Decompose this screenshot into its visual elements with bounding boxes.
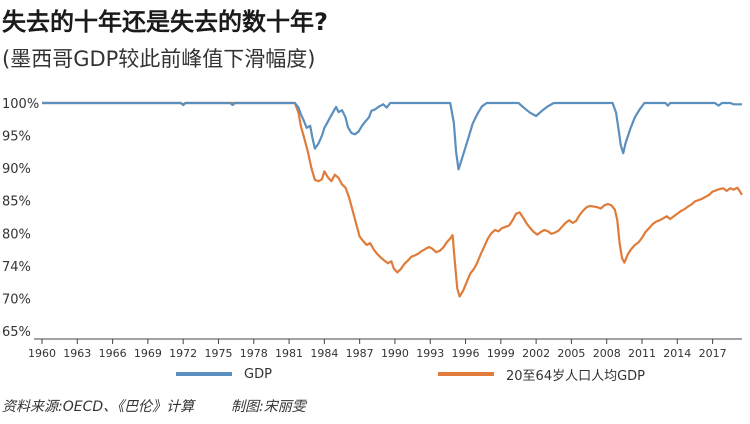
legend-item-gdp: GDP [176,364,272,384]
legend-swatch-per-capita [438,372,494,376]
x-tick-label: 1984 [310,347,338,360]
legend-label-per-capita: 20至64岁人口人均GDP [506,368,646,384]
legend-label-gdp: GDP [244,366,272,382]
y-tick-label: 95% [2,130,31,145]
y-tick-label: 85% [2,195,31,210]
x-tick-label: 2017 [699,347,727,360]
y-tick-label: 90% [2,162,31,177]
source-text: 资料来源:OECD、《巴伦》计算 [2,399,195,415]
x-tick-label: 2014 [663,347,691,360]
x-tick-label: 1960 [28,347,56,360]
x-tick-label: 1963 [63,347,91,360]
x-tick-label: 2011 [628,347,656,360]
y-tick-label: 74% [2,260,31,275]
page-title: 失去的十年还是失去的数十年? [2,8,328,36]
y-axis: 100% 95% 90% 85% 80% 74% 70% 65% [2,97,39,340]
x-tick-label: 1990 [381,347,409,360]
series-lines [42,101,743,298]
legend-swatch-gdp [176,372,232,376]
x-tick-label: 2008 [593,347,621,360]
x-axis: 1960 1963 1966 1969 1972 1975 1978 1981 1984 1987… [28,338,742,360]
y-tick-label: 100% [2,97,39,112]
x-tick-label: 1972 [169,347,197,360]
y-tick-label: 80% [2,227,31,242]
x-tick-label: 1981 [275,347,303,360]
x-tick-label: 2002 [522,347,550,360]
x-tick-label: 1996 [452,347,480,360]
x-tick-label: 2005 [557,347,585,360]
y-tick-label: 70% [2,292,31,307]
page-subtitle: (墨西哥GDP较此前峰值下滑幅度) [2,47,316,71]
line-chart: 100%95%90%85%80%74%70%65% 1960 1963 1966 19… [2,97,743,360]
x-tick-label: 1993 [416,347,444,360]
credit-text: 制图:宋丽雯 [231,399,306,415]
series-line-gdp [42,101,742,171]
x-tick-label: 1978 [240,347,268,360]
source-note: 资料来源:OECD、《巴伦》计算 制图:宋丽雯 [2,396,306,416]
x-tick-label: 1987 [346,347,374,360]
legend-item-per-capita: 20至64岁人口人均GDP [438,364,645,384]
x-tick-label: 1966 [99,347,127,360]
x-tick-label: 1969 [134,347,162,360]
x-tick-label: 1975 [204,347,232,360]
series-line-per-capita-gdp [42,101,743,298]
x-tick-label: 1999 [487,347,515,360]
y-tick-label: 65% [2,325,31,340]
